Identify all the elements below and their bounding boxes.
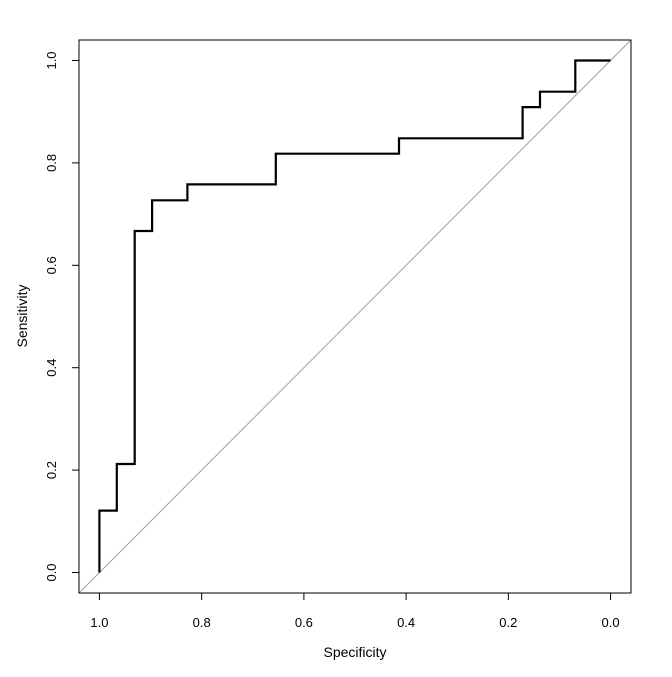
y-tick-label: 0.6 [44, 256, 59, 274]
y-tick-label: 0.2 [44, 461, 59, 479]
reference-layer [78, 39, 632, 594]
x-tick-label: 0.6 [295, 615, 313, 630]
y-axis: 0.0 0.2 0.4 0.6 0.8 1.0 [44, 51, 80, 582]
x-axis: 1.0 0.8 0.6 0.4 0.2 0.0 [90, 592, 620, 630]
reference-diagonal-line [78, 39, 632, 594]
x-tick-label: 0.4 [397, 615, 415, 630]
y-tick-label: 1.0 [44, 51, 59, 69]
y-tick-label: 0.8 [44, 154, 59, 172]
y-tick-label: 0.4 [44, 359, 59, 377]
x-tick-label: 0.8 [193, 615, 211, 630]
y-tick-label: 0.0 [44, 563, 59, 581]
roc-curve-0 [98, 59, 611, 573]
x-tick-label: 1.0 [90, 615, 108, 630]
y-axis-label: Sensitivity [14, 284, 30, 347]
x-tick-label: 0.2 [499, 615, 517, 630]
x-axis-label: Specificity [323, 644, 386, 660]
series-layer [98, 59, 611, 573]
x-tick-label: 0.0 [602, 615, 620, 630]
